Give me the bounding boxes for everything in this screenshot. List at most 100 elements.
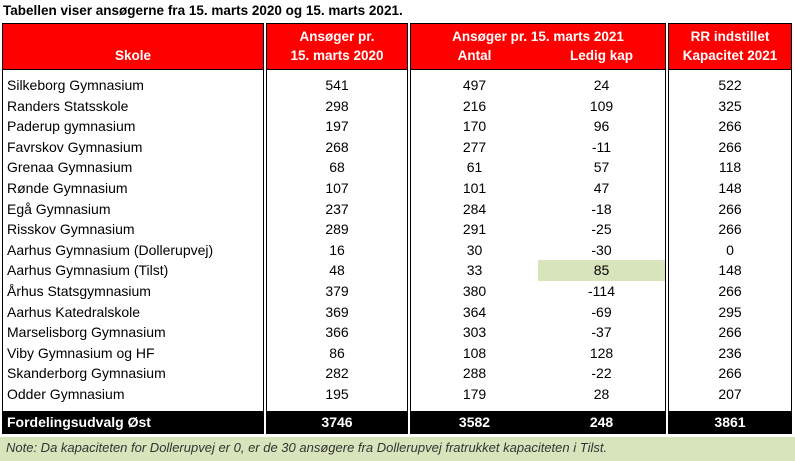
applicants-2021-row: 288 -22 xyxy=(411,363,665,384)
school-name-cell: Grenaa Gymnasium xyxy=(7,159,133,176)
capacity-cell: 236 xyxy=(718,344,742,361)
total-antal: 3582 xyxy=(458,414,491,430)
applicants-2020-cell: 195 xyxy=(325,385,349,402)
applicants-2020-cell: 298 xyxy=(325,97,349,114)
school-name-cell: Århus Statsgymnasium xyxy=(7,282,151,299)
applicants-2020-cell: 282 xyxy=(325,365,349,382)
capacity-cell: 522 xyxy=(718,77,742,93)
capacity-cell: 325 xyxy=(718,97,742,114)
applicants-2021-header-line1: Ansøger pr. 15. marts 2021 xyxy=(452,29,624,44)
applicants-2021-column: Ansøger pr. 15. marts 2021 Antal Ledig k… xyxy=(410,23,666,434)
ledig-kap-cell: 128 xyxy=(589,344,614,361)
total-school: Fordelingsudvalg Øst xyxy=(3,411,263,433)
applicants-2020-cell: 289 xyxy=(325,221,349,238)
capacity-cell: 148 xyxy=(718,179,742,196)
capacity-cell: 266 xyxy=(718,365,742,382)
applicants-2020-header-line2: 15. marts 2020 xyxy=(290,48,384,63)
school-name-cell: Skanderborg Gymnasium xyxy=(7,365,166,382)
applicants-2021-row: 108 128 xyxy=(411,343,665,364)
total-2020: 3746 xyxy=(267,411,407,433)
school-name-cell: Paderup gymnasium xyxy=(7,118,136,135)
applicants-2021-rows: 497 24 216 109 170 96 277 -11 61 57 101 47 284 -18 291… xyxy=(411,75,665,405)
applicants-2020-rows: 541 298 197 268 68 107 237 289 16 48 379 369 366 86 28… xyxy=(267,75,407,405)
applicants-2020-cell: 237 xyxy=(325,200,349,217)
applicants-2021-row: 33 85 xyxy=(411,260,665,281)
capacity-cell: 295 xyxy=(718,303,742,320)
antal-cell: 291 xyxy=(462,221,487,238)
ledig-kap-cell: -11 xyxy=(591,138,612,155)
school-column: Skole Silkeborg Gymnasium Randers Statssk… xyxy=(2,23,264,434)
capacity-cell: 266 xyxy=(718,200,742,217)
ledig-kap-cell: 109 xyxy=(589,97,614,114)
applicants-2021-header: Ansøger pr. 15. marts 2021 Antal Ledig k… xyxy=(411,24,665,70)
antal-cell: 179 xyxy=(462,385,487,402)
ledig-kap-cell: -69 xyxy=(591,303,612,320)
antal-cell: 303 xyxy=(462,324,487,341)
applicants-2020-cell: 68 xyxy=(329,159,345,176)
applicants-2020-column: Ansøger pr. 15. marts 2020 541 298 197 268 6… xyxy=(266,23,408,434)
total-ledig: 248 xyxy=(589,414,614,430)
capacity-header-line1: RR indstillet xyxy=(690,29,770,44)
ledig-kap-cell: 57 xyxy=(593,159,610,176)
school-name-cell: Odder Gymnasium xyxy=(7,385,125,402)
page-title: Tabellen viser ansøgerne fra 15. marts 2… xyxy=(3,3,403,18)
school-name-cell: Aarhus Gymnasium (Dollerupvej) xyxy=(7,241,214,258)
applicants-2021-row: 61 57 xyxy=(411,157,665,178)
school-name-cell: Rønde Gymnasium xyxy=(7,179,128,196)
ledig-kap-cell: 24 xyxy=(593,77,610,93)
antal-cell: 216 xyxy=(462,97,487,114)
applicants-2020-cell: 268 xyxy=(325,138,349,155)
antal-cell: 101 xyxy=(462,179,487,196)
school-name-cell: Aarhus Katedralskole xyxy=(7,303,141,320)
applicants-2021-row: 170 96 xyxy=(411,116,665,137)
antal-cell: 364 xyxy=(462,303,487,320)
applicants-2020-cell: 86 xyxy=(329,344,345,361)
applicants-2021-row: 284 -18 xyxy=(411,199,665,220)
antal-cell: 61 xyxy=(466,159,483,176)
applicants-2021-row: 291 -25 xyxy=(411,219,665,240)
applicants-2021-row: 364 -69 xyxy=(411,302,665,323)
applicants-2020-cell: 541 xyxy=(325,77,349,93)
applicants-2021-row: 277 -11 xyxy=(411,137,665,158)
antal-cell: 170 xyxy=(462,118,487,135)
school-name-cell: Viby Gymnasium og HF xyxy=(7,344,155,361)
school-name-cell: Egå Gymnasium xyxy=(7,200,111,217)
applicants-2021-row: 216 109 xyxy=(411,96,665,117)
ledig-kap-cell: -25 xyxy=(591,221,612,238)
ledig-kap-cell: 28 xyxy=(593,385,610,402)
applicants-2020-cell: 379 xyxy=(325,282,349,299)
ledig-kap-cell: 96 xyxy=(593,118,610,135)
ledig-kap-cell: -22 xyxy=(591,365,612,382)
total-2021: 3582 248 xyxy=(411,411,665,433)
capacity-cell: 266 xyxy=(718,221,742,238)
school-rows: Silkeborg Gymnasium Randers Statsskole Pad… xyxy=(3,75,263,405)
capacity-cell: 207 xyxy=(718,385,742,402)
applicants-2020-cell: 48 xyxy=(329,262,345,279)
capacity-column: RR indstillet Kapacitet 2021 522 325 266 26… xyxy=(668,23,792,434)
school-name-cell: Aarhus Gymnasium (Tilst) xyxy=(7,262,169,279)
applicants-2021-row: 179 28 xyxy=(411,384,665,405)
applicants-2020-cell: 16 xyxy=(329,241,345,258)
antal-cell: 497 xyxy=(462,77,487,93)
capacity-cell: 0 xyxy=(726,241,734,258)
antal-cell: 30 xyxy=(466,241,483,258)
antal-header: Antal xyxy=(457,48,492,63)
total-capacity: 3861 xyxy=(669,411,791,433)
capacity-cell: 118 xyxy=(718,159,742,176)
footnote: Note: Da kapaciteten for Dollerupvej er … xyxy=(0,437,795,461)
capacity-cell: 148 xyxy=(718,262,742,279)
applicants-2021-row: 497 24 xyxy=(411,75,665,96)
ledig-kap-cell: -18 xyxy=(591,200,612,217)
ledig-kap-cell: -114 xyxy=(588,282,615,299)
school-header: Skole xyxy=(3,24,263,70)
applicants-2020-cell: 107 xyxy=(325,179,349,196)
applicants-2021-row: 303 -37 xyxy=(411,322,665,343)
antal-cell: 380 xyxy=(462,282,487,299)
applicants-2020-header-line1: Ansøger pr. xyxy=(299,29,375,44)
antal-cell: 108 xyxy=(462,344,487,361)
antal-cell: 277 xyxy=(462,138,487,155)
antal-cell: 288 xyxy=(462,365,487,382)
capacity-header: RR indstillet Kapacitet 2021 xyxy=(669,24,791,70)
capacity-header-line2: Kapacitet 2021 xyxy=(682,48,778,63)
ledig-kap-cell: -37 xyxy=(591,324,612,341)
